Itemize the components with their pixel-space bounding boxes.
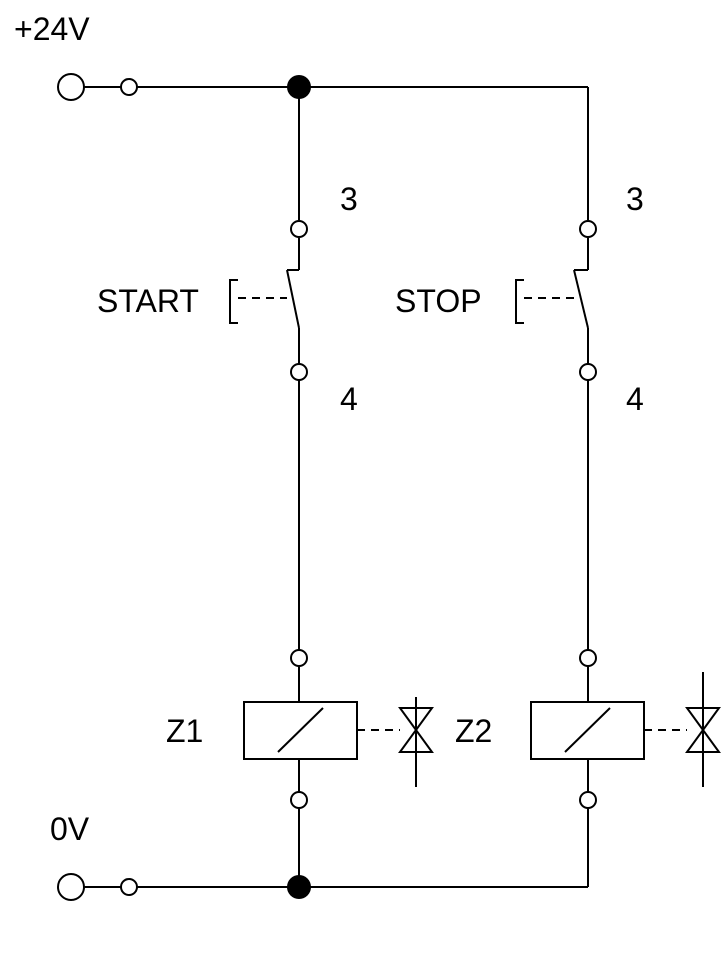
coil-terminal-lower-left: [290, 791, 308, 809]
supply-negative-clamp: [120, 878, 138, 896]
valve-z2-symbol: [644, 672, 721, 787]
supply-negative-label: 0V: [50, 811, 90, 847]
coil-terminal-lower-right: [579, 791, 597, 809]
supply-positive-clamp: [120, 78, 138, 96]
terminal-label-3-right: 3: [626, 181, 644, 217]
terminal-label-3-left: 3: [340, 181, 358, 217]
bottom-rail: [57, 873, 588, 901]
terminal-3-left: [290, 220, 308, 238]
pushbutton-stop-symbol: [515, 269, 589, 329]
coil-terminal-upper-right: [579, 649, 597, 667]
coil-z1-label: Z1: [166, 713, 203, 749]
coil-terminal-upper-left: [290, 649, 308, 667]
supply-negative-terminal: [57, 873, 85, 901]
terminal-3-right: [579, 220, 597, 238]
pushbutton-start-label: START: [97, 283, 199, 319]
branch-start: 3 START 4 Z1: [97, 87, 434, 887]
terminal-label-4-left: 4: [340, 381, 358, 417]
pushbutton-start-symbol: [229, 269, 300, 329]
supply-positive-label: +24V: [14, 11, 90, 47]
coil-z2-label: Z2: [455, 713, 492, 749]
terminal-4-left: [290, 363, 308, 381]
pushbutton-stop-label: STOP: [395, 283, 482, 319]
valve-z1-symbol: [357, 697, 434, 787]
branch-stop: 3 STOP 4 Z2: [395, 87, 721, 887]
terminal-label-4-right: 4: [626, 381, 644, 417]
terminal-4-right: [579, 363, 597, 381]
supply-positive-terminal: [57, 73, 85, 101]
top-rail: [57, 73, 588, 101]
